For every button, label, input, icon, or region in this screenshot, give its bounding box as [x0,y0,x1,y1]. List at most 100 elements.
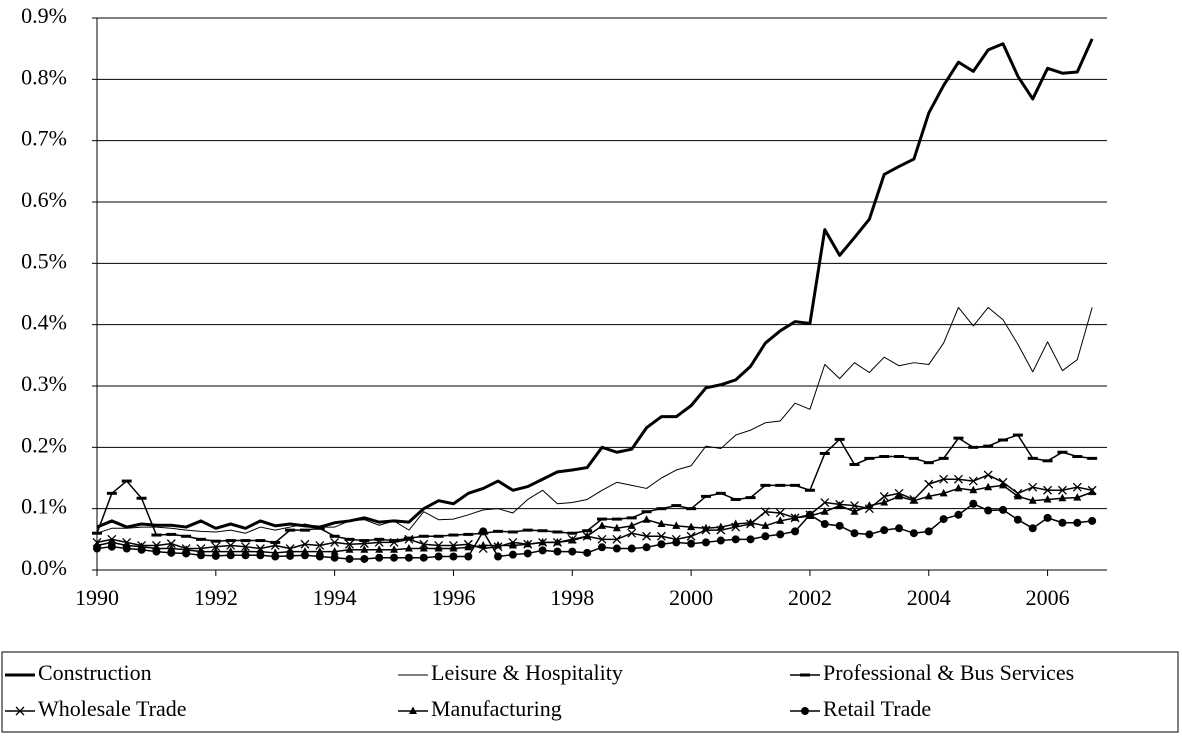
marker [701,538,710,547]
y-tick-label: 0.7% [21,126,67,151]
marker [731,535,740,544]
marker [820,498,830,507]
marker [598,521,606,529]
marker [1058,518,1067,527]
marker [820,520,829,528]
marker [672,538,681,547]
legend-label: Professional & Bus Services [823,660,1074,685]
marker [776,516,785,524]
marker [687,522,696,531]
marker [939,474,949,484]
marker [627,521,636,529]
marker [984,482,993,491]
marker [1013,491,1022,500]
x-tick-label: 2006 [1026,585,1070,610]
marker [211,551,220,560]
marker [568,547,577,556]
marker [271,552,280,561]
marker [1028,524,1037,533]
marker [464,542,473,551]
marker [256,551,265,560]
marker [1072,482,1082,492]
marker [315,547,324,555]
marker [716,536,725,545]
marker [330,537,340,547]
marker [746,535,755,544]
legend-label: Retail Trade [823,696,931,721]
marker [880,526,889,535]
marker [508,540,517,549]
marker [656,531,666,541]
marker [464,552,473,561]
marker [924,491,933,500]
marker [939,488,948,497]
marker [404,534,414,544]
marker [330,553,339,562]
marker [701,523,710,532]
marker [865,530,874,539]
marker [359,539,369,549]
x-tick-label: 2000 [669,585,713,610]
marker [1028,496,1037,504]
marker [390,553,399,562]
marker [850,501,859,511]
marker [642,515,651,523]
marker [300,551,309,560]
marker [924,527,933,536]
marker [969,485,978,494]
marker [657,540,666,549]
marker [761,521,770,529]
x-tick-label: 1998 [550,585,594,610]
legend-label: Wholesale Trade [38,696,186,721]
marker [553,547,562,556]
marker [241,551,250,560]
marker [642,543,651,552]
marker [820,507,829,515]
marker [583,531,592,540]
marker [226,541,236,550]
marker [568,536,577,544]
legend-box [1,651,1179,733]
marker [672,521,681,529]
marker [538,537,547,546]
marker [865,501,874,509]
marker [612,523,621,532]
marker [315,541,325,550]
marker [360,545,369,553]
marker [404,553,413,562]
marker [360,554,369,563]
marker [1043,513,1052,522]
marker [479,527,488,536]
marker [954,474,963,484]
marker [879,491,889,501]
y-tick-label: 0.9% [21,3,67,28]
marker [404,544,413,552]
x-tick-label: 2002 [788,585,832,610]
marker [538,546,547,555]
marker [775,508,785,518]
marker [345,545,354,553]
y-tick-label: 0.2% [21,432,67,457]
y-tick-label: 0.1% [21,494,67,519]
marker [389,537,399,547]
marker [1088,487,1097,496]
x-tick-label: 1994 [313,585,357,610]
marker [390,545,399,553]
y-tick-label: 0.8% [21,64,67,89]
series-line [96,474,1093,550]
marker [746,518,755,526]
marker [583,548,592,557]
y-tick-label: 0.4% [21,310,67,335]
marker [612,534,622,544]
marker [1013,515,1022,524]
marker [508,550,517,559]
marker [999,480,1008,489]
marker [494,540,503,549]
marker [969,499,978,508]
marker [553,537,562,546]
marker [642,531,652,541]
legend-marker [15,706,25,716]
marker [1073,493,1082,501]
marker [523,539,532,548]
